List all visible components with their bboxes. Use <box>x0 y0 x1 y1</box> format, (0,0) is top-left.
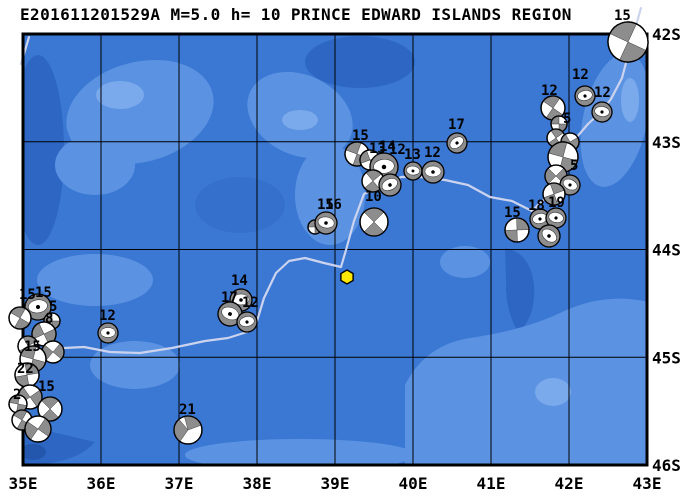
mechanism-depth-label: 13 <box>369 141 386 157</box>
mechanism-depth-label: 13 <box>404 147 421 163</box>
mechanism-depth-label: 12 <box>572 67 589 83</box>
mechanism-depth-label: 22 <box>17 361 34 377</box>
focal-mechanism-beachball <box>574 85 596 107</box>
mechanism-depth-label: 15 <box>35 285 52 301</box>
bathymetry-trench <box>505 248 535 332</box>
focal-mechanism-beachball <box>421 160 445 184</box>
mechanism-depth-label: 10 <box>365 189 382 205</box>
bathymetry-shallowest <box>282 110 318 130</box>
mechanism-depth-label: 5 <box>570 158 578 174</box>
focal-mechanism-beachball <box>378 173 402 197</box>
mechanism-depth-label: 14 <box>379 139 396 155</box>
focal-mechanism-beachball <box>545 207 567 229</box>
focal-mechanism-beachball <box>314 211 338 235</box>
x-tick-label: 41E <box>477 474 506 493</box>
y-tick-label: 46S <box>652 456 681 475</box>
focal-mechanism-beachball <box>542 182 566 206</box>
mechanism-depth-label: 15 <box>317 197 334 213</box>
mechanism-depth-label: 14 <box>231 273 248 289</box>
mechanism-depth-label: 12 <box>242 295 259 311</box>
bathymetry-shallow <box>440 246 490 278</box>
mechanism-depth-label: 15 <box>24 339 41 355</box>
plot-title: E201611201529A M=5.0 h= 10 PRINCE EDWARD… <box>20 5 572 24</box>
mechanism-depth-label: 5 <box>563 111 571 127</box>
focal-mechanism-beachball <box>607 21 649 63</box>
bathymetry-shallowest <box>96 81 144 109</box>
mechanism-depth-label: 15 <box>504 205 521 221</box>
x-tick-label: 42E <box>555 474 584 493</box>
bathymetry-patch <box>305 36 415 88</box>
x-tick-label: 43E <box>633 474 662 493</box>
map-border <box>21 32 649 467</box>
focal-mechanism-beachball <box>559 174 581 196</box>
focal-mechanism-beachball <box>537 224 561 248</box>
bathymetry-shallow <box>55 135 135 195</box>
y-tick-label: 45S <box>652 348 681 367</box>
mechanism-depth-label: 15 <box>38 379 55 395</box>
focal-mechanism-beachball <box>550 115 568 133</box>
mechanism-depth-label: 12 <box>389 142 406 158</box>
bathymetry-patch <box>23 55 64 245</box>
y-tick-label: 43S <box>652 133 681 152</box>
focal-mechanism-beachball <box>24 293 52 321</box>
focal-mechanism-beachball <box>446 132 468 154</box>
bathymetry-shallow <box>185 439 415 465</box>
bathymetry-patch <box>195 177 285 233</box>
x-tick-label: 37E <box>165 474 194 493</box>
axis-labels-layer: 35E 36E 37E 38E 39E 40E 41E 42E 43E 42S 43S 44S 45S 4… <box>9 25 681 493</box>
mechanism-depth-label: 12 <box>541 83 558 99</box>
focal-mechanism-beachball <box>217 301 243 327</box>
mechanism-depth-label: 15 <box>352 128 369 144</box>
x-tick-label: 35E <box>9 474 38 493</box>
focal-mechanisms-layer <box>8 21 649 445</box>
mechanism-depth-label: 5 <box>49 299 57 315</box>
bathymetry-shallow <box>37 254 153 306</box>
mechanism-depth-label: 2 <box>13 387 21 403</box>
focal-mechanism-beachball <box>359 207 389 237</box>
focal-mechanism-beachball <box>504 217 530 243</box>
focal-mechanism-beachball <box>591 101 613 123</box>
focal-mechanism-beachball <box>8 306 32 330</box>
mechanism-depth-label: 16 <box>325 197 342 213</box>
mechanism-depth-label: 8 <box>45 311 53 327</box>
focal-mechanism-beachball <box>24 415 52 443</box>
bathymetry-deep-spot <box>23 444 46 460</box>
mechanism-depth-label: 12 <box>424 145 441 161</box>
focal-mechanism-beachball <box>173 415 203 445</box>
bathymetry-shallowest <box>535 378 571 406</box>
bathymetry-layer <box>23 34 647 465</box>
y-tick-label: 42S <box>652 25 681 44</box>
y-tick-label: 44S <box>652 241 681 260</box>
epicenter-layer <box>340 269 354 285</box>
mechanism-depth-label: 17 <box>221 290 238 306</box>
mechanism-depth-label: 17 <box>448 117 465 133</box>
x-tick-label: 40E <box>399 474 428 493</box>
mechanism-depth-label: 12 <box>594 85 611 101</box>
x-tick-label: 36E <box>87 474 116 493</box>
mechanism-depth-label: 19 <box>548 195 565 211</box>
x-tick-label: 38E <box>243 474 272 493</box>
focal-mechanism-beachball <box>236 311 258 333</box>
x-tick-label: 39E <box>321 474 350 493</box>
mechanism-depth-label: 18 <box>528 198 545 214</box>
mechanism-depth-label: 15 <box>614 8 631 24</box>
grid-layer <box>23 34 647 465</box>
bathymetry-shallowest <box>621 78 639 122</box>
focal-mechanism-beachball <box>31 321 57 347</box>
mechanism-depth-label: 12 <box>99 308 116 324</box>
focal-mechanism-beachball <box>97 322 119 344</box>
mechanism-depth-label: 21 <box>179 402 196 418</box>
mechanism-depth-label: 15 <box>19 287 36 303</box>
epicenter-hexagon-marker <box>340 269 354 285</box>
bathymetry-shallow <box>405 298 647 465</box>
